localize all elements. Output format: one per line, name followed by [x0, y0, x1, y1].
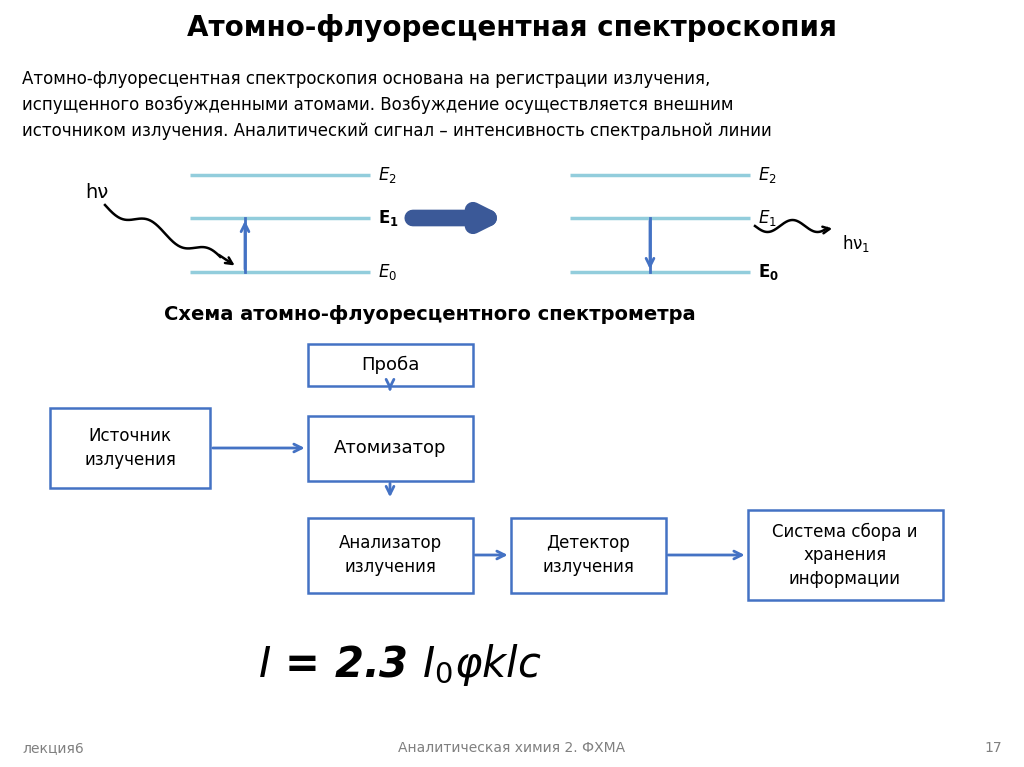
Text: Схема атомно-флуоресцентного спектрометра: Схема атомно-флуоресцентного спектрометр… [164, 305, 696, 324]
Text: Атомно-флуоресцентная спектроскопия основана на регистрации излучения,
испущенно: Атомно-флуоресцентная спектроскопия осно… [22, 70, 772, 140]
Text: $E_2$: $E_2$ [378, 165, 396, 185]
Bar [511, 518, 666, 592]
Text: Аналитическая химия 2. ФХМА: Аналитическая химия 2. ФХМА [398, 741, 626, 755]
Text: hν: hν [85, 183, 109, 202]
Bar [307, 518, 472, 592]
Text: Анализатор
излучения: Анализатор излучения [339, 534, 441, 576]
Text: 17: 17 [984, 741, 1002, 755]
Text: $E_1$: $E_1$ [758, 208, 777, 228]
Text: $\mathbf{E_1}$: $\mathbf{E_1}$ [378, 208, 398, 228]
Text: Детектор
излучения: Детектор излучения [542, 534, 634, 576]
Text: Атомизатор: Атомизатор [334, 439, 446, 457]
Text: Атомно-флуоресцентная спектроскопия: Атомно-флуоресцентная спектроскопия [187, 14, 837, 42]
Text: Проба: Проба [360, 356, 419, 374]
Text: $E_0$: $E_0$ [378, 262, 397, 282]
Bar [50, 408, 210, 488]
Bar [307, 344, 472, 386]
Text: $E_2$: $E_2$ [758, 165, 777, 185]
Text: hν$_1$: hν$_1$ [842, 232, 870, 254]
Bar [307, 416, 472, 480]
Text: $\mathbf{E_0}$: $\mathbf{E_0}$ [758, 262, 779, 282]
Bar [748, 510, 942, 600]
Text: лекция6: лекция6 [22, 741, 84, 755]
Text: Источник
излучения: Источник излучения [84, 427, 176, 469]
Text: Система сбора и
хранения
информации: Система сбора и хранения информации [772, 522, 918, 588]
Text: $\mathit{I}$ = 2.3 $\mathit{I_0\varphi klc}$: $\mathit{I}$ = 2.3 $\mathit{I_0\varphi k… [258, 642, 542, 688]
